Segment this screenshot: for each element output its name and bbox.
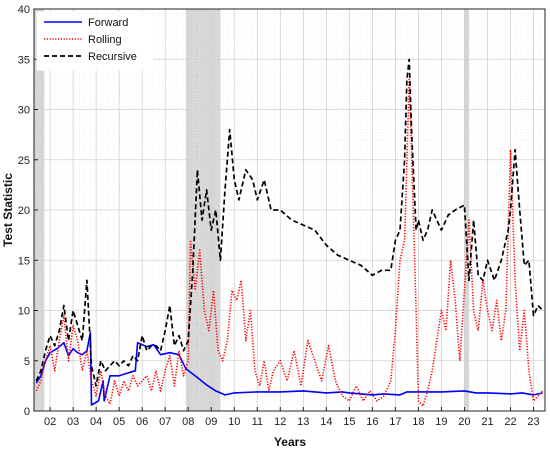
x-tick-label: 23 [527, 416, 539, 428]
x-axis-title: Years [274, 435, 306, 449]
x-tick-label: 16 [366, 416, 378, 428]
series-line-recursive [35, 58, 544, 387]
x-tick-label: 05 [113, 416, 125, 428]
x-tick-label: 03 [67, 416, 79, 428]
x-tick-label: 17 [389, 416, 401, 428]
x-tick-label: 09 [205, 416, 217, 428]
y-tick-label: 10 [18, 306, 30, 318]
x-tick-label: 12 [274, 416, 286, 428]
x-tick-label: 15 [343, 416, 355, 428]
series-line-rolling [35, 78, 544, 407]
legend-label-rolling: Rolling [88, 34, 122, 46]
y-tick-label: 15 [18, 255, 30, 267]
grid [34, 9, 546, 411]
legend: Forward Rolling Recursive [36, 11, 154, 71]
y-tick-label: 30 [18, 105, 30, 117]
x-tick-label: 14 [320, 416, 332, 428]
x-tick-label: 19 [435, 416, 447, 428]
y-axis-title: Test Statistic [1, 173, 15, 247]
series-lines [35, 58, 544, 407]
x-tick-label: 13 [297, 416, 309, 428]
y-tick-label: 35 [18, 54, 30, 66]
x-tick-label: 22 [504, 416, 516, 428]
x-tick-label: 02 [44, 416, 56, 428]
x-tick-label: 07 [159, 416, 171, 428]
x-tick-label: 21 [481, 416, 493, 428]
x-tick-label: 04 [90, 416, 102, 428]
y-tick-label: 40 [18, 4, 30, 16]
x-tick-label: 18 [412, 416, 424, 428]
x-tick-label: 11 [252, 416, 263, 428]
y-tick-label: 0 [24, 406, 30, 418]
y-tick-label: 25 [18, 155, 30, 167]
y-tick-label: 20 [18, 205, 30, 217]
legend-label-recursive: Recursive [88, 51, 137, 63]
x-tick-label: 08 [182, 416, 194, 428]
x-tick-label: 10 [228, 416, 240, 428]
x-tick-label: 20 [458, 416, 470, 428]
legend-label-forward: Forward [88, 17, 128, 29]
x-tick-label: 06 [136, 416, 148, 428]
y-tick-label: 5 [24, 356, 30, 368]
